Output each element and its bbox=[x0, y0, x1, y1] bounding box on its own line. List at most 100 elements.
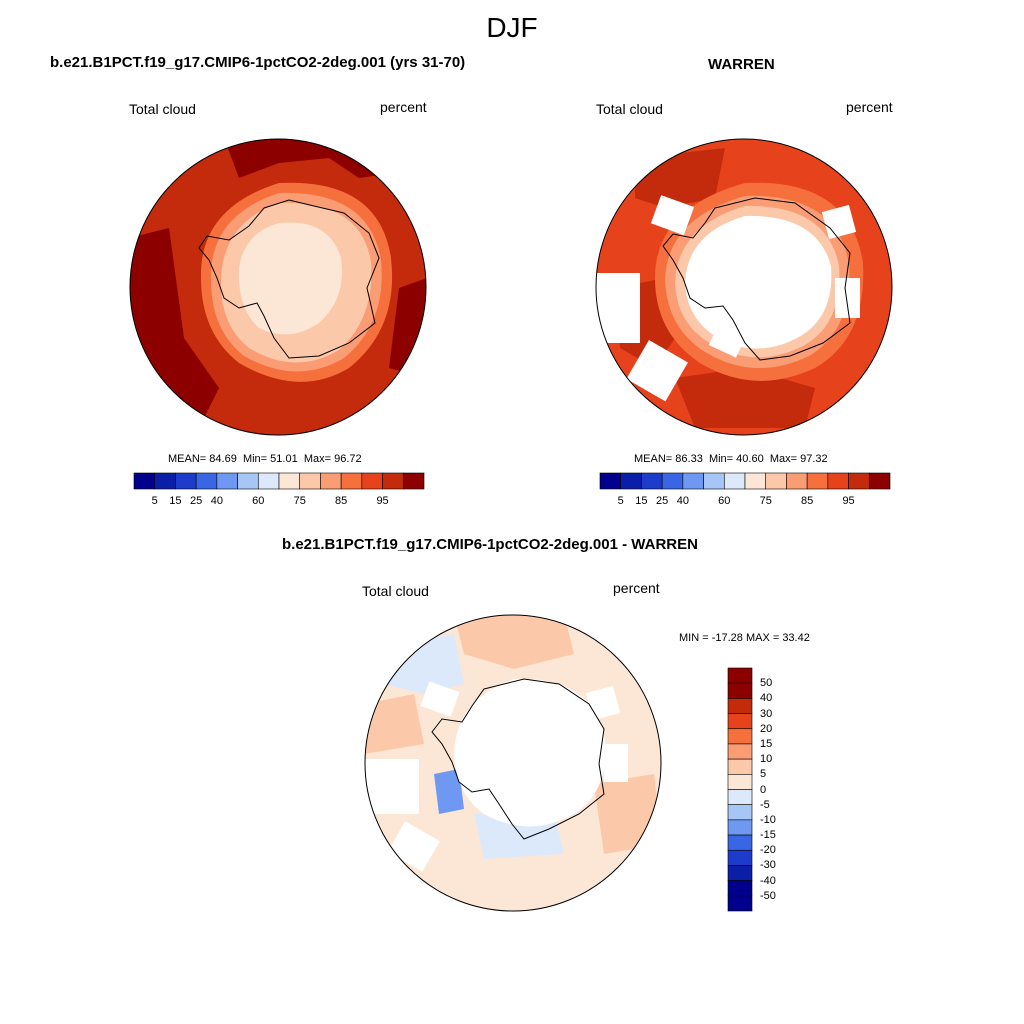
obs-missing-6 bbox=[708, 313, 751, 358]
diff-colorbar-swatch bbox=[727, 758, 753, 775]
diff-blue-patch bbox=[434, 769, 464, 814]
diff-colorbar-swatch bbox=[727, 895, 753, 912]
obs-mean-value: 86.33 bbox=[675, 453, 703, 465]
obs-colorbar-swatch bbox=[848, 472, 870, 490]
diff-units-label: percent bbox=[613, 580, 660, 596]
diff-colorbar-swatch bbox=[727, 849, 753, 866]
model-colorbar-ticks: 5 15 25 40 60 75 85 95 bbox=[134, 495, 424, 509]
obs-missing-3 bbox=[650, 195, 695, 236]
obs-colorbar-tick-label: 40 bbox=[676, 495, 689, 507]
model-stats: MEAN= 84.69 Min= 51.01 Max= 96.72 bbox=[168, 453, 362, 465]
obs-colorbar-swatch bbox=[868, 472, 891, 490]
obs-colorbar-tick-label: 75 bbox=[759, 495, 772, 507]
model-colorbar-swatch bbox=[382, 472, 404, 490]
model-colorbar-swatch bbox=[154, 472, 176, 490]
model-colorbar-swatch bbox=[257, 472, 280, 490]
diff-colorbar-swatch bbox=[727, 698, 753, 714]
diff-colorbar-tick-label: 15 bbox=[760, 737, 773, 750]
diff-colorbar-swatch bbox=[727, 865, 753, 881]
model-colorbar-swatch bbox=[175, 472, 197, 490]
model-colorbar-swatch bbox=[195, 472, 218, 490]
obs-missing-4 bbox=[821, 204, 857, 240]
obs-colorbar-tick-label: 85 bbox=[801, 495, 814, 507]
model-min-label: Min= bbox=[242, 453, 268, 465]
diff-colorbar-tick-label: -5 bbox=[760, 798, 770, 811]
obs-colorbar-tick-label: 25 bbox=[656, 495, 669, 507]
obs-colorbar-tick-label: 15 bbox=[635, 495, 648, 507]
obs-colorbar-swatch bbox=[723, 472, 746, 490]
diff-colorbar-swatch bbox=[727, 834, 753, 851]
diff-warm-patch-2 bbox=[365, 694, 424, 754]
obs-colorbar-swatch bbox=[641, 472, 663, 490]
model-colorbar-swatch bbox=[320, 472, 342, 490]
diff-colorbar-swatch bbox=[727, 667, 753, 684]
model-colorbar-tick-label: 25 bbox=[190, 495, 203, 507]
obs-units-label: percent bbox=[846, 99, 893, 115]
model-panel-title: b.e21.B1PCT.f19_g17.CMIP6-1pctCO2-2deg.0… bbox=[50, 54, 466, 71]
diff-colorbar-tick-label: -20 bbox=[760, 844, 776, 857]
diff-variable-label: Total cloud bbox=[362, 583, 429, 599]
obs-colorbar-swatch bbox=[661, 472, 684, 490]
obs-mean-label: MEAN= bbox=[634, 453, 673, 465]
diff-colorbar-swatch bbox=[727, 682, 753, 699]
diff-colorbar-swatch bbox=[727, 880, 753, 897]
diff-colorbar-swatch bbox=[727, 789, 753, 805]
diff-colorbar-tick-label: -40 bbox=[760, 874, 776, 887]
diff-colorbar-tick-label: 10 bbox=[760, 753, 773, 766]
obs-colorbar-tick-label: 95 bbox=[842, 495, 855, 507]
model-mean-label: MEAN= bbox=[168, 453, 207, 465]
diff-colorbar-swatch bbox=[727, 713, 753, 730]
diff-polar-map bbox=[364, 614, 662, 912]
obs-variable-label: Total cloud bbox=[596, 101, 663, 117]
obs-colorbar-swatch bbox=[786, 472, 808, 490]
diff-colorbar-tick-label: 0 bbox=[760, 783, 767, 796]
obs-colorbar-swatch bbox=[765, 472, 787, 490]
figure-title: DJF bbox=[486, 12, 538, 43]
diff-panel-title: b.e21.B1PCT.f19_g17.CMIP6-1pctCO2-2deg.0… bbox=[282, 536, 698, 553]
model-colorbar-tick-label: 60 bbox=[252, 495, 265, 507]
model-min-value: 51.01 bbox=[270, 453, 298, 465]
diff-colorbar-tick-label: 40 bbox=[760, 692, 773, 705]
obs-colorbar-swatch bbox=[599, 472, 622, 490]
model-colorbar-tick-label: 40 bbox=[210, 495, 223, 507]
obs-missing-5 bbox=[835, 278, 860, 318]
model-units-label: percent bbox=[380, 99, 427, 115]
diff-colorbar-swatch bbox=[727, 819, 753, 836]
diff-colorbar-ticks: 50 40 30 20 15 10 5 0 -5 -10 -15 -20 -30 -40 -50 bbox=[760, 668, 800, 911]
model-colorbar-swatch bbox=[402, 472, 425, 490]
obs-missing-1 bbox=[596, 273, 640, 343]
obs-colorbar-tick-label: 5 bbox=[617, 495, 624, 507]
diff-coast-antarctica bbox=[431, 678, 605, 840]
obs-colorbar-swatch bbox=[620, 472, 642, 490]
diff-colorbar bbox=[727, 667, 753, 912]
obs-stats: MEAN= 86.33 Min= 40.60 Max= 97.32 bbox=[634, 453, 828, 465]
obs-colorbar bbox=[599, 472, 891, 490]
model-colorbar-swatch bbox=[361, 472, 383, 490]
diff-colorbar-tick-label: 30 bbox=[760, 707, 773, 720]
obs-coast-antarctica bbox=[662, 197, 851, 361]
model-colorbar-tick-label: 85 bbox=[335, 495, 348, 507]
obs-colorbar-swatch bbox=[806, 472, 829, 490]
diff-warm-patch-1 bbox=[454, 615, 574, 669]
diff-missing-3 bbox=[420, 681, 460, 717]
obs-polar-map bbox=[595, 138, 893, 436]
diff-colorbar-tick-label: 50 bbox=[760, 677, 773, 690]
model-colorbar-tick-label: 95 bbox=[376, 495, 389, 507]
model-ring-4 bbox=[238, 222, 343, 335]
diff-colorbar-tick-label: -10 bbox=[760, 813, 776, 826]
model-colorbar-tick-label: 5 bbox=[151, 495, 158, 507]
obs-dark-patch-bottom bbox=[675, 368, 815, 428]
model-colorbar bbox=[133, 472, 425, 490]
diff-missing-4 bbox=[585, 685, 621, 721]
model-colorbar-swatch bbox=[278, 472, 301, 490]
model-colorbar-swatch bbox=[299, 472, 321, 490]
obs-colorbar-swatch bbox=[703, 472, 725, 490]
model-mean-value: 84.69 bbox=[209, 453, 237, 465]
model-colorbar-swatch bbox=[216, 472, 238, 490]
diff-colorbar-tick-label: 20 bbox=[760, 722, 773, 735]
obs-missing-2 bbox=[626, 339, 688, 402]
obs-max-value: 97.32 bbox=[800, 453, 828, 465]
diff-colorbar-tick-label: -15 bbox=[760, 829, 776, 842]
obs-colorbar-swatch bbox=[744, 472, 767, 490]
model-max-value: 96.72 bbox=[334, 453, 362, 465]
